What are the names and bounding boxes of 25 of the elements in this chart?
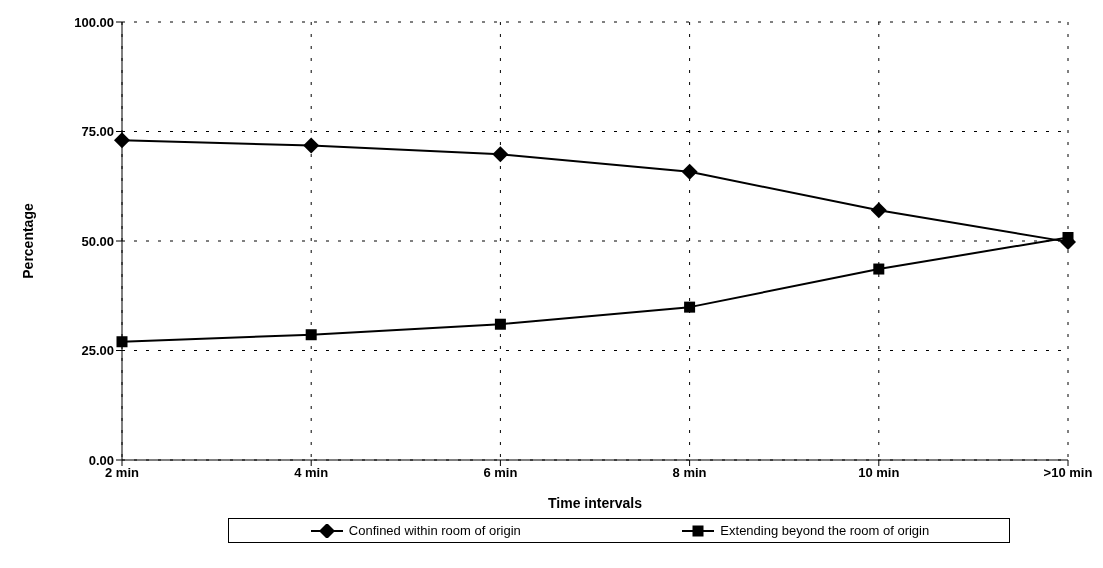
point xyxy=(873,263,885,275)
point xyxy=(684,301,696,313)
point xyxy=(492,146,509,163)
point xyxy=(681,163,698,180)
x-tick-label: 2 min xyxy=(105,465,140,481)
y-tick-label: 25.00 xyxy=(81,343,114,359)
legend-label: Extending beyond the room of origin xyxy=(720,523,930,538)
point xyxy=(114,132,130,149)
x-tick-label: 8 min xyxy=(672,465,707,481)
y-tick-label: 75.00 xyxy=(81,124,114,140)
x-tick-label: 4 min xyxy=(294,465,329,481)
y-tick-label: 0.00 xyxy=(88,452,114,468)
y-axis-title: Percentage xyxy=(19,203,36,279)
point xyxy=(303,137,320,154)
point xyxy=(305,329,317,341)
legend-label: Confined within room of origin xyxy=(348,523,521,538)
x-tick-label: >10 min xyxy=(1043,465,1093,481)
y-tick-label: 100.00 xyxy=(74,14,114,30)
x-tick-label: 10 min xyxy=(858,465,900,481)
point xyxy=(870,202,887,219)
x-tick-label: 6 min xyxy=(483,465,518,481)
point xyxy=(116,336,128,348)
point xyxy=(494,318,506,330)
y-tick-label: 50.00 xyxy=(81,233,114,249)
x-axis-title: Time intervals xyxy=(548,495,643,511)
